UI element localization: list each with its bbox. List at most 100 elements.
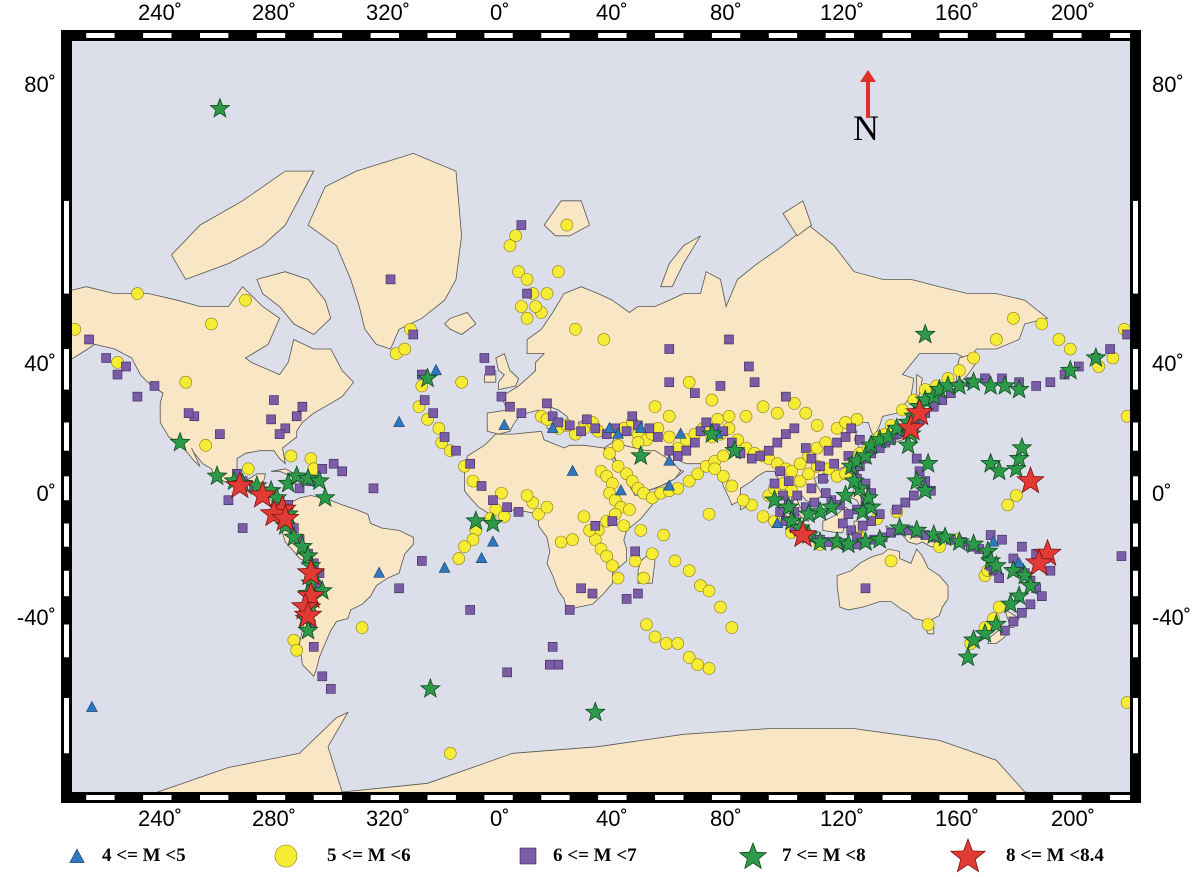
magnitude-6-marker (505, 401, 515, 412)
magnitude-6-marker (829, 458, 840, 469)
earthquake-markers (72, 97, 1130, 760)
magnitude-5-marker (637, 571, 650, 585)
magnitude-6-marker (633, 588, 643, 599)
magnitude-6-marker (627, 411, 638, 422)
magnitude-5-marker (628, 554, 642, 568)
magnitude-5-marker (662, 409, 676, 423)
magnitude-6-marker (846, 525, 857, 536)
magnitude-6-marker (818, 473, 828, 484)
magnitude-6-marker (1105, 344, 1115, 354)
magnitude-8-marker (270, 503, 300, 532)
magnitude-7-marker (1002, 559, 1025, 580)
magnitude-4-marker (663, 479, 676, 491)
left-tick-label: 0˚ (36, 481, 56, 506)
legend-label: 7 <= M <8 (782, 845, 866, 866)
magnitude-5-marker (603, 447, 616, 460)
magnitude-6-marker (755, 451, 766, 461)
magnitude-5-marker (992, 600, 1006, 614)
magnitude-4-marker (86, 700, 98, 712)
magnitude-6-marker (485, 365, 495, 376)
left-tick-label: 80˚ (24, 72, 56, 97)
magnitude-5-marker (793, 457, 807, 471)
magnitude-5-marker (569, 322, 582, 336)
magnitude-7-marker (286, 465, 308, 486)
magnitude-6-marker (496, 391, 507, 402)
top-tick-label: 120˚ (820, 0, 864, 25)
magnitude-6-marker (547, 642, 558, 652)
right-tick-label: 40˚ (1152, 351, 1184, 376)
magnitude-5-marker (290, 643, 303, 657)
magnitude-7-marker (957, 646, 979, 667)
magnitude-5-marker (799, 406, 813, 420)
magnitude-5-marker (577, 510, 591, 523)
magnitude-6-marker (857, 520, 868, 531)
magnitude-5-marker (725, 621, 739, 634)
legend-symbol (69, 848, 85, 863)
right-tick-label: -40˚ (1152, 605, 1191, 630)
legend-item-m4: 4 <= M <5 (66, 838, 186, 874)
magnitude-4-marker (566, 464, 579, 476)
magnitude-5-marker (529, 300, 542, 313)
magnitude-6-marker (132, 391, 143, 402)
magnitude-5-marker (682, 564, 696, 577)
magnitude-6-marker (914, 466, 925, 477)
magnitude-6-marker (764, 445, 774, 456)
magnitude-6-marker (326, 684, 336, 694)
magnitude-5-marker (520, 273, 534, 286)
magnitude-7-marker (297, 467, 319, 488)
magnitude-7-marker (308, 469, 330, 491)
magnitude-7-marker (857, 486, 879, 507)
magnitude-7-marker (963, 371, 985, 392)
magnitude-7-marker (763, 489, 786, 510)
magnitude-6-marker (644, 423, 655, 434)
land-greenland (307, 152, 463, 350)
magnitude-6-marker (576, 426, 586, 437)
magnitude-5-marker (682, 474, 696, 488)
magnitude-7-marker (283, 526, 305, 547)
magnitude-6-marker (564, 420, 575, 431)
magnitude-6-marker (417, 556, 427, 566)
land-iceland (444, 312, 477, 335)
top-axis-labels: 240˚ 280˚ 320˚ 0˚ 40˚ 80˚ 120˚ 160˚ 200˚ (138, 0, 1095, 25)
magnitude-6-marker (280, 423, 291, 434)
magnitude-5-marker (515, 300, 528, 313)
magnitude-5-marker (611, 571, 625, 585)
magnitude-7-marker (854, 444, 877, 466)
magnitude-6-marker (513, 507, 524, 517)
magnitude-6-marker (428, 408, 438, 418)
magnitude-5-marker (242, 462, 255, 476)
magnitude-7-marker (778, 496, 800, 517)
magnitude-6-marker (980, 373, 990, 384)
magnitude-6-marker (607, 516, 618, 526)
land-south-america (282, 495, 414, 678)
magnitude-8-marker (296, 557, 326, 586)
magnitude-6-marker (516, 220, 527, 230)
bottom-tick-label: 280˚ (252, 806, 296, 831)
magnitude-6-marker (590, 520, 601, 531)
magnitude-5-marker (72, 322, 82, 336)
magnitude-4-marker (475, 551, 488, 564)
magnitude-5-marker (953, 364, 966, 377)
magnitude-5-marker (617, 519, 631, 533)
magnitude-5-marker (691, 658, 704, 671)
magnitude-5-marker (520, 312, 534, 325)
magnitude-5-marker (600, 549, 613, 563)
magnitude-6-marker (690, 437, 700, 448)
land-novaya-zemlya (660, 235, 701, 288)
magnitude-6-marker (451, 445, 461, 456)
magnitude-7-marker (923, 523, 945, 545)
magnitude-6-marker (855, 434, 865, 445)
legend-item-m5: 5 <= M <6 (273, 838, 411, 874)
magnitude-5-marker (355, 621, 369, 634)
magnitude-7-marker (311, 579, 333, 600)
magnitude-5-marker (131, 287, 144, 300)
magnitude-6-marker (823, 445, 834, 456)
magnitude-5-marker (660, 637, 673, 650)
magnitude-6-marker (746, 453, 757, 464)
land-uk (495, 353, 519, 391)
top-tick-label: 40˚ (596, 0, 628, 25)
magnitude-5-marker (788, 397, 801, 410)
magnitude-6-marker (419, 395, 430, 405)
magnitude-7-marker (584, 701, 606, 722)
bottom-tick-label: 40˚ (596, 806, 628, 831)
